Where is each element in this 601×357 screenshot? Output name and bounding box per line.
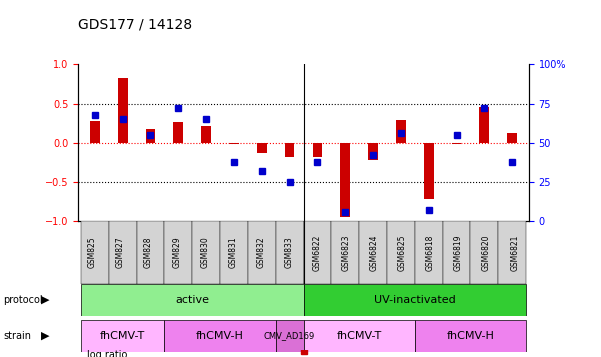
Text: GSM832: GSM832 [257, 237, 266, 268]
Bar [257, 143, 267, 153]
FancyBboxPatch shape [165, 221, 192, 284]
Bar [424, 143, 433, 199]
FancyBboxPatch shape [415, 221, 442, 284]
Bar [304, 320, 415, 352]
Bar [313, 143, 322, 157]
Bar [276, 320, 304, 352]
FancyBboxPatch shape [276, 221, 304, 284]
Text: GSM827: GSM827 [116, 237, 125, 268]
Bar [368, 143, 378, 160]
Bar [415, 320, 526, 352]
FancyBboxPatch shape [387, 221, 415, 284]
Bar [507, 134, 517, 143]
Bar [340, 143, 350, 217]
Text: active: active [175, 295, 209, 305]
FancyBboxPatch shape [442, 221, 471, 284]
Bar [90, 121, 100, 143]
Text: GSM825: GSM825 [88, 237, 97, 268]
FancyBboxPatch shape [248, 221, 276, 284]
Text: GSM6823: GSM6823 [341, 234, 350, 271]
Text: GDS177 / 14128: GDS177 / 14128 [78, 18, 192, 32]
Text: GSM830: GSM830 [200, 237, 209, 268]
Text: log ratio: log ratio [87, 350, 127, 357]
Text: GSM6822: GSM6822 [313, 235, 322, 271]
Bar [201, 126, 211, 143]
FancyBboxPatch shape [304, 221, 331, 284]
Text: GSM6819: GSM6819 [454, 234, 463, 271]
Bar [285, 143, 294, 157]
Text: GSM828: GSM828 [144, 237, 153, 268]
Bar [145, 129, 155, 143]
Text: GSM829: GSM829 [172, 237, 182, 268]
Bar [118, 79, 127, 143]
Text: GSM6824: GSM6824 [370, 234, 379, 271]
Bar [480, 107, 489, 143]
Text: GSM6821: GSM6821 [510, 235, 519, 271]
Text: fhCMV-H: fhCMV-H [196, 331, 244, 341]
Text: fhCMV-H: fhCMV-H [447, 331, 495, 341]
FancyBboxPatch shape [331, 221, 359, 284]
FancyBboxPatch shape [498, 221, 526, 284]
Text: fhCMV-T: fhCMV-T [100, 331, 145, 341]
FancyBboxPatch shape [192, 221, 220, 284]
FancyBboxPatch shape [81, 221, 109, 284]
Text: protocol: protocol [3, 295, 43, 305]
Bar [165, 320, 276, 352]
Text: ▶: ▶ [41, 295, 49, 305]
Bar [81, 284, 304, 316]
Bar [229, 143, 239, 144]
FancyBboxPatch shape [109, 221, 136, 284]
FancyBboxPatch shape [359, 221, 387, 284]
Text: GSM833: GSM833 [285, 237, 294, 268]
Text: CMV_AD169: CMV_AD169 [264, 331, 315, 340]
Bar [304, 284, 526, 316]
Text: strain: strain [3, 331, 31, 341]
Bar [174, 122, 183, 143]
Text: GSM6820: GSM6820 [482, 234, 491, 271]
Text: GSM6825: GSM6825 [398, 234, 407, 271]
FancyBboxPatch shape [471, 221, 498, 284]
Text: GSM6818: GSM6818 [426, 235, 435, 271]
Text: fhCMV-T: fhCMV-T [337, 331, 382, 341]
FancyBboxPatch shape [220, 221, 248, 284]
Text: GSM831: GSM831 [228, 237, 237, 268]
Bar [81, 320, 165, 352]
Text: ▶: ▶ [41, 331, 49, 341]
FancyBboxPatch shape [136, 221, 165, 284]
Bar [452, 143, 462, 144]
Bar [396, 120, 406, 143]
Text: UV-inactivated: UV-inactivated [374, 295, 456, 305]
